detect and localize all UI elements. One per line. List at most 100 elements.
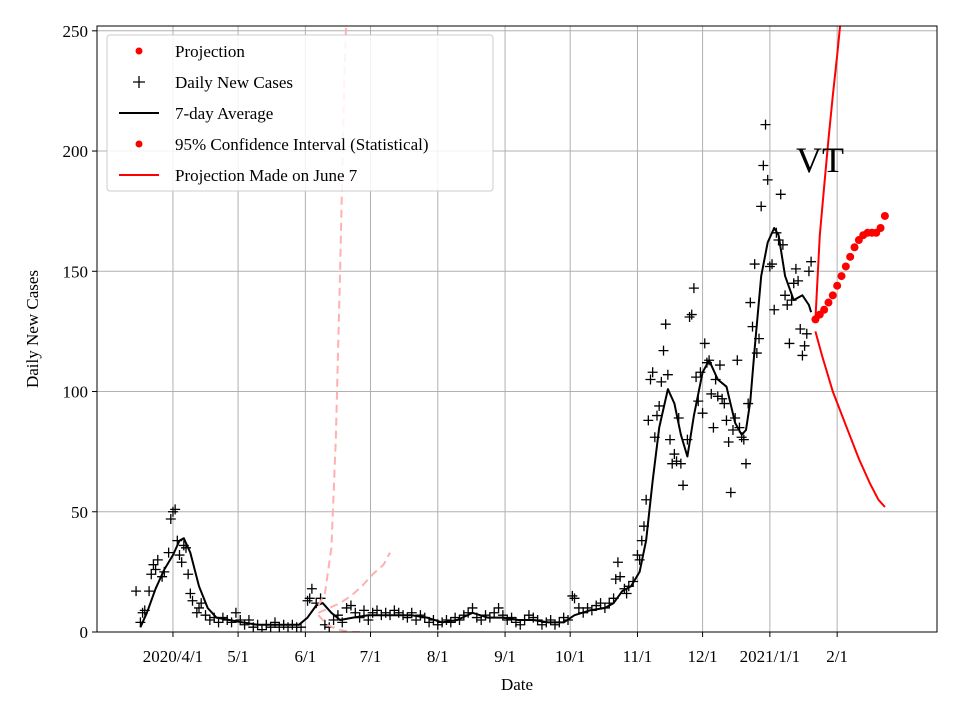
daily-case-point (489, 607, 500, 618)
daily-case-point (667, 458, 678, 469)
projection-point (841, 262, 850, 271)
daily-case-point (656, 376, 667, 387)
x-tick-label: 5/1 (227, 647, 249, 666)
daily-case-point (165, 513, 176, 524)
daily-case-point (758, 160, 769, 171)
daily-case-point (797, 350, 808, 361)
daily-case-point (658, 345, 669, 356)
daily-case-point (150, 564, 161, 575)
daily-case-point (345, 600, 356, 611)
daily-case-point (806, 256, 817, 267)
y-tick-label: 0 (80, 623, 89, 642)
daily-case-point (678, 480, 689, 491)
daily-case-point (595, 598, 606, 609)
daily-case-point (176, 557, 187, 568)
projection-point (833, 281, 842, 290)
daily-case-point (743, 398, 754, 409)
daily-case-point (671, 456, 682, 467)
projection-point (880, 211, 889, 220)
daily-case-point (200, 610, 211, 621)
series-line-6 (317, 552, 391, 614)
daily-case-point (204, 614, 215, 625)
daily-case-point (775, 189, 786, 200)
y-tick-label: 150 (63, 262, 89, 281)
daily-case-point (738, 434, 749, 445)
daily-case-point (719, 398, 730, 409)
series-line-3 (814, 331, 886, 508)
daily-case-point (174, 550, 185, 561)
daily-case-point (493, 602, 504, 613)
daily-case-point (523, 610, 534, 621)
daily-case-point (304, 593, 315, 604)
daily-case-point (185, 588, 196, 599)
daily-case-point (402, 612, 413, 623)
daily-case-point (569, 593, 580, 604)
daily-case-point (306, 583, 317, 594)
daily-case-point (643, 415, 654, 426)
daily-case-point (665, 434, 676, 445)
y-tick-label: 250 (63, 22, 89, 41)
daily-case-point (194, 602, 205, 613)
x-axis-label: Date (501, 675, 533, 694)
daily-case-point (788, 278, 799, 289)
legend-marker-dot (135, 140, 143, 148)
axes-frame (96, 25, 938, 633)
daily-case-point (654, 400, 665, 411)
daily-case-point (610, 574, 621, 585)
daily-case-point (712, 391, 723, 402)
legend-label: 7-day Average (175, 104, 273, 123)
legend-label: Daily New Cases (175, 73, 293, 92)
daily-case-point (714, 360, 725, 371)
daily-case-point (793, 275, 804, 286)
projection-point (876, 224, 885, 232)
daily-case-point (146, 569, 157, 580)
daily-case-point (476, 614, 487, 625)
daily-case-point (283, 622, 294, 632)
daily-case-point (183, 569, 194, 580)
daily-case-point (706, 388, 717, 399)
daily-case-point (782, 299, 793, 310)
daily-case-point (167, 506, 178, 517)
daily-case-point (350, 607, 361, 618)
daily-case-point (265, 622, 276, 632)
daily-case-point (558, 612, 569, 623)
y-axis-label: Daily New Cases (23, 270, 42, 388)
daily-case-point (725, 487, 736, 498)
projection-point (828, 291, 837, 300)
daily-case-point (549, 619, 560, 630)
daily-case-point (699, 338, 710, 349)
daily-case-point (196, 598, 207, 609)
daily-case-point (621, 588, 632, 599)
projection-point (820, 305, 829, 314)
daily-case-point (274, 622, 285, 632)
daily-case-point (762, 174, 773, 185)
daily-case-point (380, 607, 391, 618)
daily-case-point (652, 410, 662, 421)
daily-case-point (717, 393, 728, 404)
daily-case-point (686, 309, 697, 320)
daily-case-point (239, 619, 250, 630)
daily-case-point (148, 559, 159, 570)
daily-case-point (363, 614, 374, 625)
daily-case-point (697, 408, 708, 419)
daily-case-point (191, 607, 202, 618)
daily-case-point (769, 304, 780, 315)
daily-case-point (732, 355, 743, 366)
daily-case-point (675, 458, 686, 469)
daily-case-point (256, 624, 267, 632)
y-tick-label: 50 (71, 503, 88, 522)
daily-case-point (723, 437, 734, 448)
daily-case-point (213, 617, 224, 628)
daily-case-point (372, 605, 382, 616)
daily-case-point (684, 311, 695, 322)
daily-case-point (235, 614, 246, 625)
x-tick-label: 12/1 (687, 647, 717, 666)
x-tick-label: 2021/1/1 (740, 647, 800, 666)
daily-case-point (341, 602, 352, 613)
daily-case-point (688, 283, 699, 294)
daily-case-point (780, 290, 791, 301)
y-tick-label: 200 (63, 142, 89, 161)
projection-point (846, 252, 855, 261)
daily-case-point (767, 259, 778, 270)
